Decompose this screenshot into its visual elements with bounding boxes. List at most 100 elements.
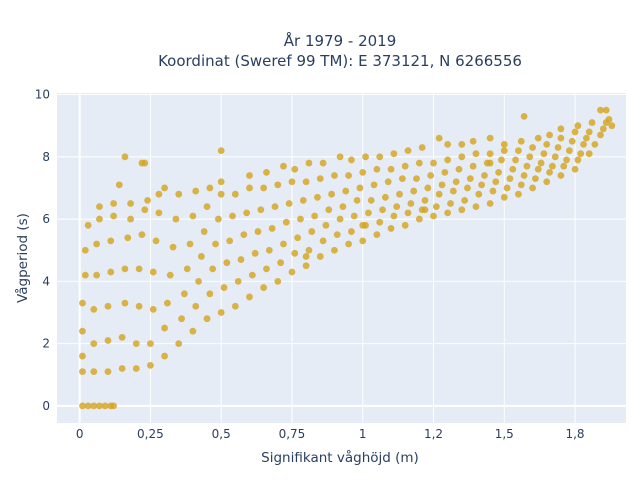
scatter-point [243,209,251,217]
scatter-point [305,246,313,254]
scatter-point [118,365,126,372]
scatter-point [444,140,452,148]
scatter-point [421,197,429,204]
scatter-point [84,221,92,229]
y-tick-label: 2 [42,337,50,351]
scatter-point [506,175,514,183]
scatter-point [551,153,559,161]
scatter-point [138,231,146,239]
scatter-point [336,215,344,223]
scatter-point [254,228,262,235]
scatter-point [311,212,319,220]
scatter-point [212,240,219,248]
scatter-point [161,352,168,360]
x-tick-label: 0,75 [279,427,306,441]
y-axis-title: Vågperiod (s) [14,213,31,303]
scatter-point [124,234,132,242]
scatter-point [107,237,115,245]
scatter-point [404,147,412,154]
scatter-point [376,153,384,161]
scatter-point [362,153,369,161]
scatter-point [512,156,519,164]
scatter-point [178,315,185,323]
scatter-point [444,209,452,217]
scatter-point [529,144,536,151]
scatter-point [189,327,197,335]
scatter-point [260,284,268,291]
scatter-point [280,240,287,248]
scatter-point [251,249,259,257]
scatter-point [149,268,157,276]
scatter-point [110,212,118,220]
scatter-point [557,134,565,142]
scatter-point [294,234,302,242]
scatter-point [331,172,338,179]
scatter-point [96,215,103,223]
scatter-point [415,159,423,167]
scatter-point [520,172,528,179]
scatter-point [342,187,350,195]
scatter-point [217,309,225,316]
scatter-point [209,265,217,273]
scatter-point [172,215,180,223]
scatter-point [517,137,525,145]
scatter-point [316,253,324,260]
scatter-point [571,128,579,136]
scatter-point [359,221,367,229]
scatter-point [571,165,579,173]
scatter-point [345,240,352,248]
scatter-point [565,147,573,154]
scatter-point [226,237,234,245]
scatter-point [274,181,282,189]
scatter-point [401,162,409,170]
scatter-point [574,156,582,164]
scatter-point [469,162,477,170]
scatter-point [407,200,415,207]
scatter-point [175,190,183,198]
scatter-point [127,200,135,207]
scatter-point [135,265,143,273]
scatter-point [319,237,327,245]
scatter-point [288,178,296,186]
scatter-point [350,212,358,220]
scatter-point [415,215,423,223]
scatter-point [186,240,194,248]
scatter-point [543,178,551,186]
scatter-point [486,200,494,207]
scatter-point [384,178,392,186]
scatter-point [472,150,480,158]
scatter-point [115,181,123,189]
scatter-point [331,246,338,254]
scatter-point [432,203,440,211]
scatter-point [546,131,553,139]
scatter-point [475,190,483,198]
scatter-point [107,268,115,276]
scatter-point [195,277,202,285]
scatter-point [588,119,596,126]
scatter-point [192,187,200,195]
scatter-point [602,106,610,114]
scatter-point [469,137,477,145]
scatter-point [364,209,372,217]
scatter-point [127,215,135,223]
scatter-point [161,324,168,332]
scatter-point [546,168,553,176]
scatter-point [96,203,103,211]
scatter-point [430,159,437,167]
scatter-point [90,368,98,376]
scatter-point [84,402,92,410]
scatter-point [79,299,86,307]
scatter-point [381,193,389,201]
scatter-point [248,271,256,279]
scatter-point [314,193,321,201]
scatter-point [90,305,98,313]
scatter-point [144,197,151,204]
scatter-point [585,150,593,158]
scatter-point [333,231,341,239]
scatter-point [534,134,542,142]
scatter-point [152,237,160,245]
x-tick-label: 0,25 [137,427,164,441]
scatter-point [478,181,486,189]
x-tick-label: 1,8 [565,427,584,441]
x-tick-label: 1 [359,427,367,441]
